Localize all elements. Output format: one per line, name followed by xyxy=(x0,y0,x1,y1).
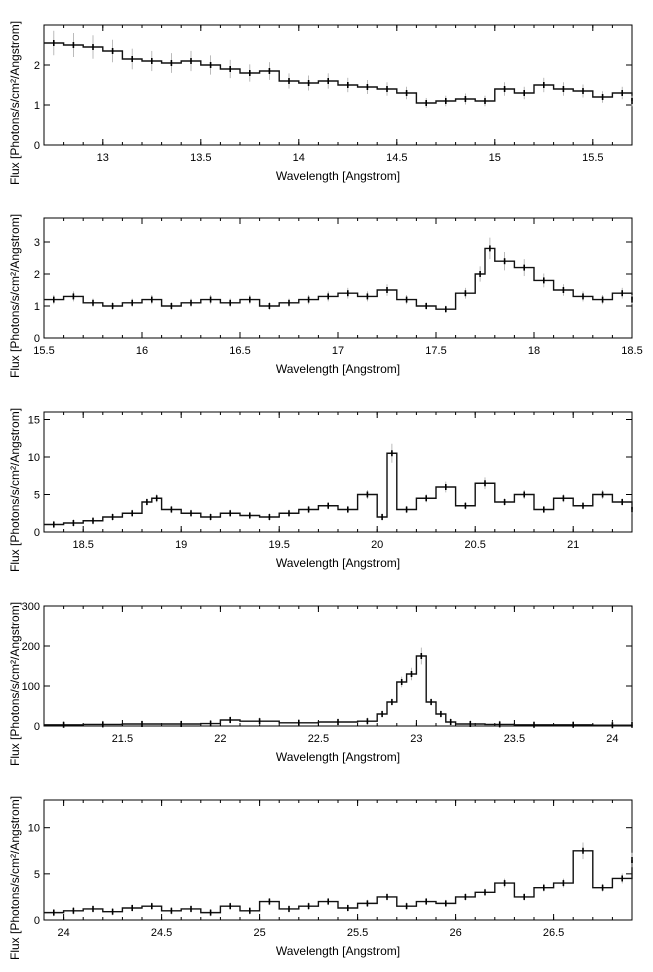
x-tick-label: 25.5 xyxy=(347,927,368,939)
x-tick-label: 19.5 xyxy=(268,539,289,551)
x-axis-label: Wavelength [Angstrom] xyxy=(275,362,401,376)
x-tick-label: 17 xyxy=(332,345,344,357)
x-axis-label: Wavelength [Angstrom] xyxy=(275,169,401,183)
x-tick-label: 20 xyxy=(371,539,383,551)
y-tick-label: 200 xyxy=(22,641,40,653)
y-tick-label: 1 xyxy=(34,100,40,112)
x-tick-label: 18.5 xyxy=(621,345,642,357)
x-tick-label: 17.5 xyxy=(425,345,446,357)
x-axis-label: Wavelength [Angstrom] xyxy=(275,750,401,764)
x-tick-label: 25 xyxy=(253,927,265,939)
y-tick-label: 0 xyxy=(34,915,40,927)
x-tick-label: 14 xyxy=(293,152,305,164)
x-tick-label: 15 xyxy=(489,152,501,164)
spectrum-line xyxy=(44,850,633,914)
x-tick-label: 13.5 xyxy=(190,152,211,164)
x-tick-label: 21.5 xyxy=(112,733,133,745)
spectrum-line xyxy=(44,452,633,526)
x-tick-label: 24 xyxy=(606,733,618,745)
y-tick-label: 5 xyxy=(34,869,40,881)
y-tick-label: 100 xyxy=(22,681,40,693)
x-axis-label: Wavelength [Angstrom] xyxy=(275,944,401,958)
x-tick-label: 15.5 xyxy=(582,152,603,164)
y-tick-label: 15 xyxy=(28,415,40,427)
x-tick-label: 13 xyxy=(97,152,109,164)
y-tick-label: 5 xyxy=(34,490,40,502)
y-tick-label: 3 xyxy=(34,237,40,249)
x-tick-label: 22 xyxy=(214,733,226,745)
y-tick-label: 0 xyxy=(34,140,40,152)
x-tick-label: 23.5 xyxy=(504,733,525,745)
y-tick-label: 0 xyxy=(34,721,40,733)
y-tick-label: 2 xyxy=(34,60,40,72)
x-tick-label: 15.5 xyxy=(33,345,54,357)
x-tick-label: 23 xyxy=(410,733,422,745)
x-tick-label: 26 xyxy=(449,927,461,939)
y-tick-label: 10 xyxy=(28,823,40,835)
x-tick-label: 21 xyxy=(567,539,579,551)
x-tick-label: 26.5 xyxy=(543,927,564,939)
y-tick-label: 0 xyxy=(34,527,40,539)
y-tick-label: 2 xyxy=(34,269,40,281)
y-tick-label: 300 xyxy=(22,601,40,613)
x-tick-label: 22.5 xyxy=(308,733,329,745)
y-tick-label: 10 xyxy=(28,452,40,464)
x-tick-label: 20.5 xyxy=(464,539,485,551)
x-tick-label: 24.5 xyxy=(151,927,172,939)
spectrum-line xyxy=(44,42,633,104)
spectrum-line xyxy=(44,247,633,310)
y-axis-label: Flux [Photons/s/cm²/Angstrom] xyxy=(8,795,22,960)
x-tick-label: 24 xyxy=(57,927,69,939)
x-tick-label: 14.5 xyxy=(386,152,407,164)
y-tick-label: 1 xyxy=(34,301,40,313)
spectrum-line xyxy=(44,655,633,726)
y-tick-label: 0 xyxy=(34,333,40,345)
x-tick-label: 19 xyxy=(175,539,187,551)
x-tick-label: 16.5 xyxy=(229,345,250,357)
x-tick-label: 16 xyxy=(136,345,148,357)
x-tick-label: 18.5 xyxy=(72,539,93,551)
x-axis-label: Wavelength [Angstrom] xyxy=(275,556,401,570)
x-tick-label: 18 xyxy=(528,345,540,357)
